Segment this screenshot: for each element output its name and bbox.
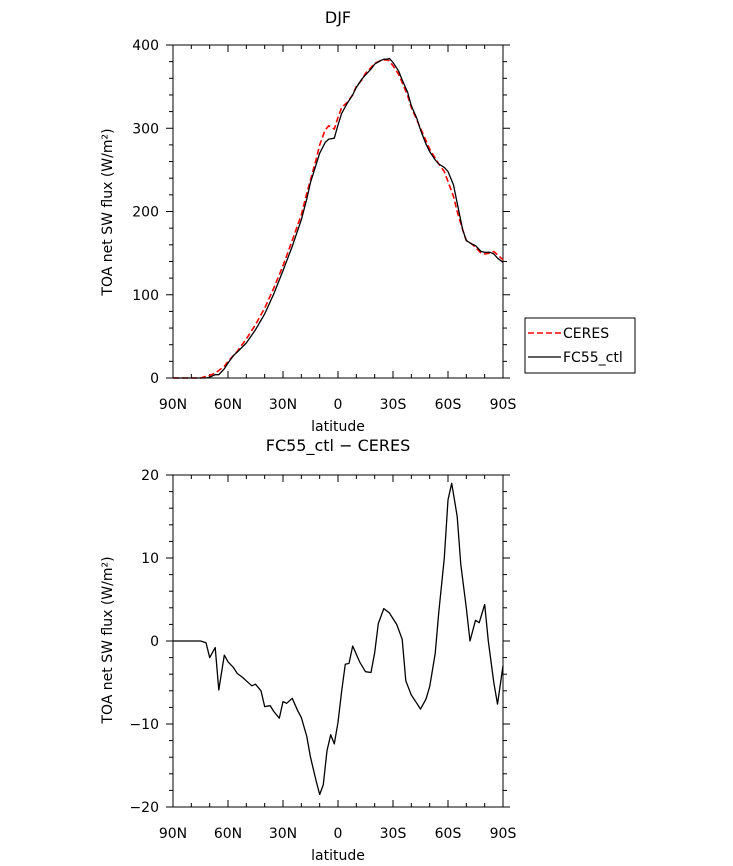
legend-label-fc55: FC55_ctl — [563, 350, 623, 366]
x-tick-label: 0 — [334, 826, 343, 842]
y-tick-label: 400 — [132, 38, 159, 54]
x-tick-label: 60N — [214, 826, 242, 842]
bottom-chart-title: FC55_ctl − CERES — [266, 436, 411, 456]
x-tick-label: 30N — [269, 397, 297, 413]
x-tick-label: 0 — [334, 397, 343, 413]
x-tick-label: 90N — [159, 826, 187, 842]
y-tick-label: −20 — [129, 800, 159, 816]
top-chart-panel: DJF 90N 60N 30N 0 30S 60S 90S 0 100 200 300 400 la… — [100, 8, 636, 435]
bottom-chart-series — [173, 482, 504, 796]
top-chart-legend: CERES FC55_ctl — [524, 317, 636, 374]
top-chart-ticks — [166, 44, 510, 379]
x-tick-label: 30S — [380, 826, 407, 842]
bottom-chart-y-tick-labels: −20 −10 0 10 20 — [129, 468, 159, 816]
x-tick-label: 30N — [269, 826, 297, 842]
bottom-chart-x-axis-title: latitude — [311, 848, 365, 864]
bottom-chart-x-tick-labels: 90N 60N 30N 0 30S 60S 90S — [159, 826, 517, 842]
series-line-ceres — [173, 59, 504, 379]
top-chart-x-tick-labels: 90N 60N 30N 0 30S 60S 90S — [159, 397, 517, 413]
legend-label-ceres: CERES — [563, 326, 609, 342]
x-tick-label: 90S — [490, 397, 517, 413]
y-tick-label: 300 — [132, 121, 159, 137]
top-chart-y-tick-labels: 0 100 200 300 400 — [132, 38, 159, 387]
y-tick-label: 0 — [150, 634, 159, 650]
y-tick-label: 0 — [150, 371, 159, 387]
x-tick-label: 90S — [490, 826, 517, 842]
series-line-difference — [173, 482, 504, 796]
x-tick-label: 30S — [380, 397, 407, 413]
bottom-chart-y-axis-title: TOA net SW flux (W/m²) — [100, 556, 116, 724]
bottom-chart-ticks — [166, 474, 510, 808]
top-chart-plot-area — [172, 44, 504, 379]
y-tick-label: −10 — [129, 717, 159, 733]
x-tick-label: 60S — [435, 826, 462, 842]
bottom-chart-panel: FC55_ctl − CERES 90N 60N 30N 0 30S 60S 90S −20… — [100, 436, 516, 864]
legend-box — [524, 317, 636, 374]
top-chart-x-axis-title: latitude — [311, 419, 365, 435]
y-tick-label: 200 — [132, 205, 159, 221]
y-tick-label: 100 — [132, 288, 159, 304]
bottom-chart-plot-area — [172, 474, 504, 808]
top-chart-series — [173, 57, 504, 379]
series-line-fc55-ctl — [173, 57, 504, 379]
x-tick-label: 60N — [214, 397, 242, 413]
x-tick-label: 90N — [159, 397, 187, 413]
top-chart-title: DJF — [325, 8, 351, 27]
x-tick-label: 60S — [435, 397, 462, 413]
top-chart-y-axis-title: TOA net SW flux (W/m²) — [100, 128, 116, 296]
y-tick-label: 20 — [141, 468, 159, 484]
y-tick-label: 10 — [141, 551, 159, 567]
